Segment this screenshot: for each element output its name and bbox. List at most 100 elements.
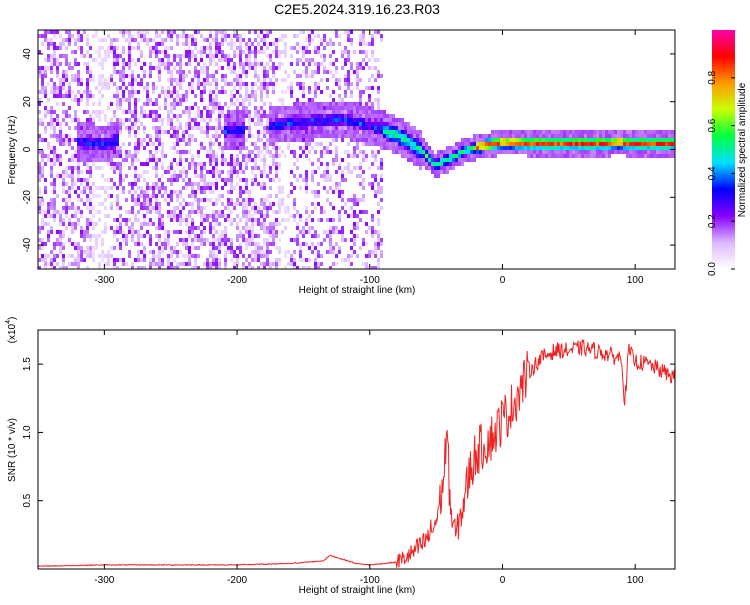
heatmap-cell [83,258,86,262]
heatmap-cell [65,266,68,269]
heatmap-cell [356,66,359,70]
heatmap-cell [176,102,179,106]
heatmap-cell [110,254,113,258]
heatmap-cell [299,250,302,254]
heatmap-cell [374,138,377,142]
heatmap-cell [209,82,212,86]
heatmap-cell [251,250,254,254]
heatmap-cell [230,238,233,242]
heatmap-cell [89,114,92,118]
heatmap-cell [254,58,257,62]
heatmap-cell [329,126,332,130]
heatmap-cell [200,186,203,190]
heatmap-cell [83,30,86,34]
heatmap-cell [383,142,386,146]
heatmap-cell [302,90,305,94]
heatmap-cell [377,86,380,90]
heatmap-cell [155,110,158,114]
heatmap-cell [284,206,287,210]
heatmap-cell [344,110,347,114]
heatmap-cell [149,238,152,242]
heatmap-cell [104,222,107,226]
heatmap-cell [131,74,134,78]
heatmap-cell [359,198,362,202]
heatmap-cell [44,214,47,218]
heatmap-cell [287,114,290,118]
heatmap-cell [197,78,200,82]
heatmap-cell [131,110,134,114]
heatmap-cell [554,138,557,142]
heatmap-cell [98,102,101,106]
heatmap-cell [557,142,560,146]
heatmap-cell [170,246,173,250]
heatmap-cell [446,158,449,162]
heatmap-cell [374,126,377,130]
heatmap-cell [236,106,239,110]
heatmap-cell [245,46,248,50]
heatmap-cell [41,242,44,246]
heatmap-cell [80,134,83,138]
colorbar-label: Normalized spectral amplitude [737,82,748,217]
heatmap-cell [311,146,314,150]
heatmap-cell [281,102,284,106]
heatmap-cell [311,178,314,182]
heatmap-cell [455,158,458,162]
heatmap-cell [371,106,374,110]
heatmap-cell [461,142,464,146]
heatmap-cell [77,266,80,269]
heatmap-cell [578,134,581,138]
heatmap-cell [635,130,638,134]
heatmap-cell [266,126,269,130]
heatmap-cell [476,134,479,138]
heatmap-cell [287,206,290,210]
heatmap-cell [215,70,218,74]
heatmap-cell [176,218,179,222]
heatmap-cell [65,90,68,94]
spectrogram-x-ticks: -300 -200 -100 0 100 [94,30,644,286]
heatmap-cell [263,130,266,134]
heatmap-cell [551,154,554,158]
heatmap-cell [125,174,128,178]
heatmap-cell [305,110,308,114]
heatmap-cell [131,86,134,90]
heatmap-cell [380,74,383,78]
heatmap-cell [152,142,155,146]
heatmap-cell [464,146,467,150]
heatmap-cell [197,234,200,238]
heatmap-cell [89,138,92,142]
heatmap-cell [308,50,311,54]
heatmap-cell [272,234,275,238]
heatmap-cell [173,214,176,218]
heatmap-cell [218,258,221,262]
heatmap-cell [314,234,317,238]
heatmap-cell [281,34,284,38]
heatmap-cell [128,106,131,110]
heatmap-cell [215,106,218,110]
heatmap-cell [161,226,164,230]
heatmap-cell [134,174,137,178]
heatmap-cell [218,110,221,114]
heatmap-cell [134,178,137,182]
heatmap-cell [185,262,188,266]
heatmap-cell [353,202,356,206]
heatmap-cell [581,138,584,142]
heatmap-cell [203,162,206,166]
heatmap-cell [644,138,647,142]
heatmap-cell [116,98,119,102]
heatmap-cell [128,74,131,78]
heatmap-cell [311,30,314,34]
heatmap-cell [53,130,56,134]
heatmap-cell [218,250,221,254]
heatmap-cell [305,142,308,146]
heatmap-cell [305,266,308,269]
heatmap-cell [116,202,119,206]
heatmap-cell [236,170,239,174]
heatmap-cell [296,134,299,138]
heatmap-cell [89,186,92,190]
heatmap-cell [356,106,359,110]
heatmap-cell [575,142,578,146]
heatmap-cell [95,142,98,146]
heatmap-cell [137,142,140,146]
heatmap-cell [116,166,119,170]
heatmap-cell [590,150,593,154]
